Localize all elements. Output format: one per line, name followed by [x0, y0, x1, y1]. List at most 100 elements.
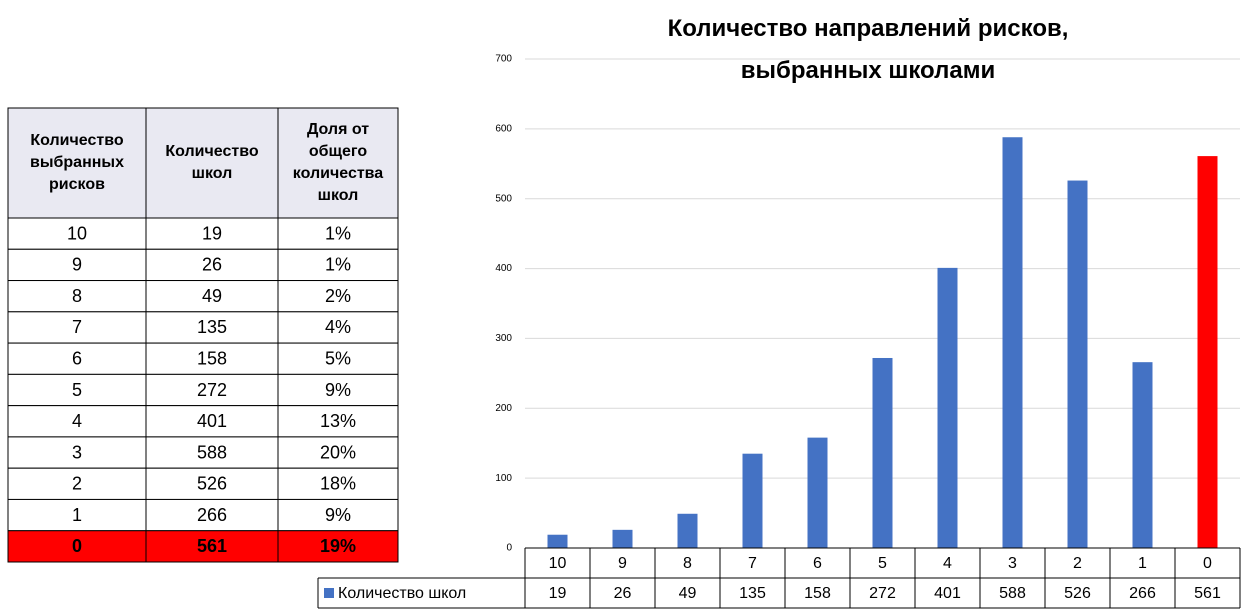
- data-table: Количество выбранных рисков Количество школ Д…: [7, 107, 399, 563]
- table-value: 266: [1129, 585, 1156, 602]
- table-cell: [277, 373, 399, 407]
- cell-text: 18%: [320, 474, 356, 494]
- cell-text: 1%: [325, 223, 351, 243]
- legend-key: [324, 588, 334, 598]
- cell-text: 5: [72, 380, 82, 400]
- table-cell: [145, 342, 279, 375]
- x-tick-label: 0: [1203, 555, 1212, 572]
- cell-text: 272: [197, 380, 227, 400]
- table-cell: [277, 217, 399, 250]
- y-tick-label: 100: [495, 473, 512, 484]
- table-cell: [277, 311, 399, 344]
- table-value: 26: [614, 585, 632, 602]
- table-cell: [145, 217, 279, 250]
- cell-text: 561: [197, 536, 227, 556]
- table-cell: [277, 280, 399, 313]
- table-cell: [277, 467, 399, 500]
- header-text: Доля от общего количества школ: [293, 121, 384, 204]
- y-tick-label: 400: [495, 263, 512, 274]
- chart-title: Количество направлений рисков, выбранных …: [668, 15, 1069, 84]
- table-cell: [7, 342, 147, 375]
- cell-text: 8: [72, 286, 82, 306]
- x-tick-label: 4: [943, 555, 952, 572]
- cell-text: 135: [197, 317, 227, 337]
- x-tick-label: 10: [549, 555, 567, 572]
- y-tick-label: 500: [495, 193, 512, 204]
- cell-text: 1: [72, 505, 82, 525]
- table-value: 135: [739, 585, 766, 602]
- table-cell: [145, 498, 279, 532]
- cell-text: 5%: [325, 348, 351, 368]
- table-cell: [277, 248, 399, 282]
- table-cell: [277, 530, 399, 563]
- y-tick-label: 700: [495, 54, 512, 65]
- cell-text: 9%: [325, 380, 351, 400]
- cell-text: 10: [67, 223, 87, 243]
- cell-text: 19%: [320, 536, 356, 556]
- header-text: Количество школ: [165, 143, 258, 182]
- x-tick-label: 1: [1138, 555, 1147, 572]
- table-cell: [145, 467, 279, 500]
- cell-text: 4: [72, 411, 82, 431]
- x-tick-label: 5: [878, 555, 887, 572]
- cell-text: 1%: [325, 255, 351, 275]
- cell-text: 26: [202, 255, 222, 275]
- table-cell: [277, 405, 399, 438]
- cell-text: 7: [72, 317, 82, 337]
- cell-text: 19: [202, 223, 222, 243]
- bar: [742, 453, 763, 548]
- cell-text: 526: [197, 474, 227, 494]
- cell-text: 9: [72, 255, 82, 275]
- cell-text: 588: [197, 442, 227, 462]
- cell-text: 9%: [325, 505, 351, 525]
- y-tick-label: 200: [495, 403, 512, 414]
- cell-text: 49: [202, 286, 222, 306]
- cell-text: 13%: [320, 411, 356, 431]
- table-cell: [7, 280, 147, 313]
- bar: [872, 357, 893, 548]
- table-value: 158: [804, 585, 831, 602]
- bar: [677, 513, 698, 548]
- table-value: 401: [934, 585, 961, 602]
- table-cell: [277, 342, 399, 375]
- y-tick-label: 600: [495, 123, 512, 134]
- bar: [1002, 137, 1023, 549]
- x-tick-label: 8: [683, 555, 692, 572]
- x-tick-label: 6: [813, 555, 822, 572]
- y-tick-label: 300: [495, 333, 512, 344]
- table-cell: [7, 530, 147, 563]
- legend-label: Количество школ: [338, 585, 466, 602]
- bar: [1132, 362, 1153, 548]
- bar: [1197, 156, 1218, 548]
- table-cell: [7, 436, 147, 469]
- header-bg: [7, 107, 399, 219]
- table-cell: [145, 436, 279, 469]
- header-text: Количество выбранных рисков: [30, 132, 124, 193]
- cell-text: 2%: [325, 286, 351, 306]
- bar: [1067, 180, 1088, 548]
- cell-text: 266: [197, 505, 227, 525]
- table-value: 49: [679, 585, 697, 602]
- table-value: 272: [869, 585, 896, 602]
- cell-text: 158: [197, 348, 227, 368]
- bar: [807, 437, 828, 548]
- table-cell: [7, 248, 147, 282]
- cell-text: 20%: [320, 442, 356, 462]
- cell-text: 6: [72, 348, 82, 368]
- table-cell: [145, 280, 279, 313]
- x-tick-label: 2: [1073, 555, 1082, 572]
- table-cell: [145, 405, 279, 438]
- x-tick-label: 9: [618, 555, 627, 572]
- table-value: 588: [999, 585, 1026, 602]
- bar: [547, 534, 568, 548]
- cell-text: 2: [72, 474, 82, 494]
- table-cell: [145, 530, 279, 563]
- table-cell: [145, 373, 279, 407]
- bar: [612, 529, 633, 548]
- cell-text: 0: [72, 536, 82, 556]
- x-tick-label: 7: [748, 555, 757, 572]
- table-cell: [7, 405, 147, 438]
- y-tick-label: 0: [506, 543, 512, 554]
